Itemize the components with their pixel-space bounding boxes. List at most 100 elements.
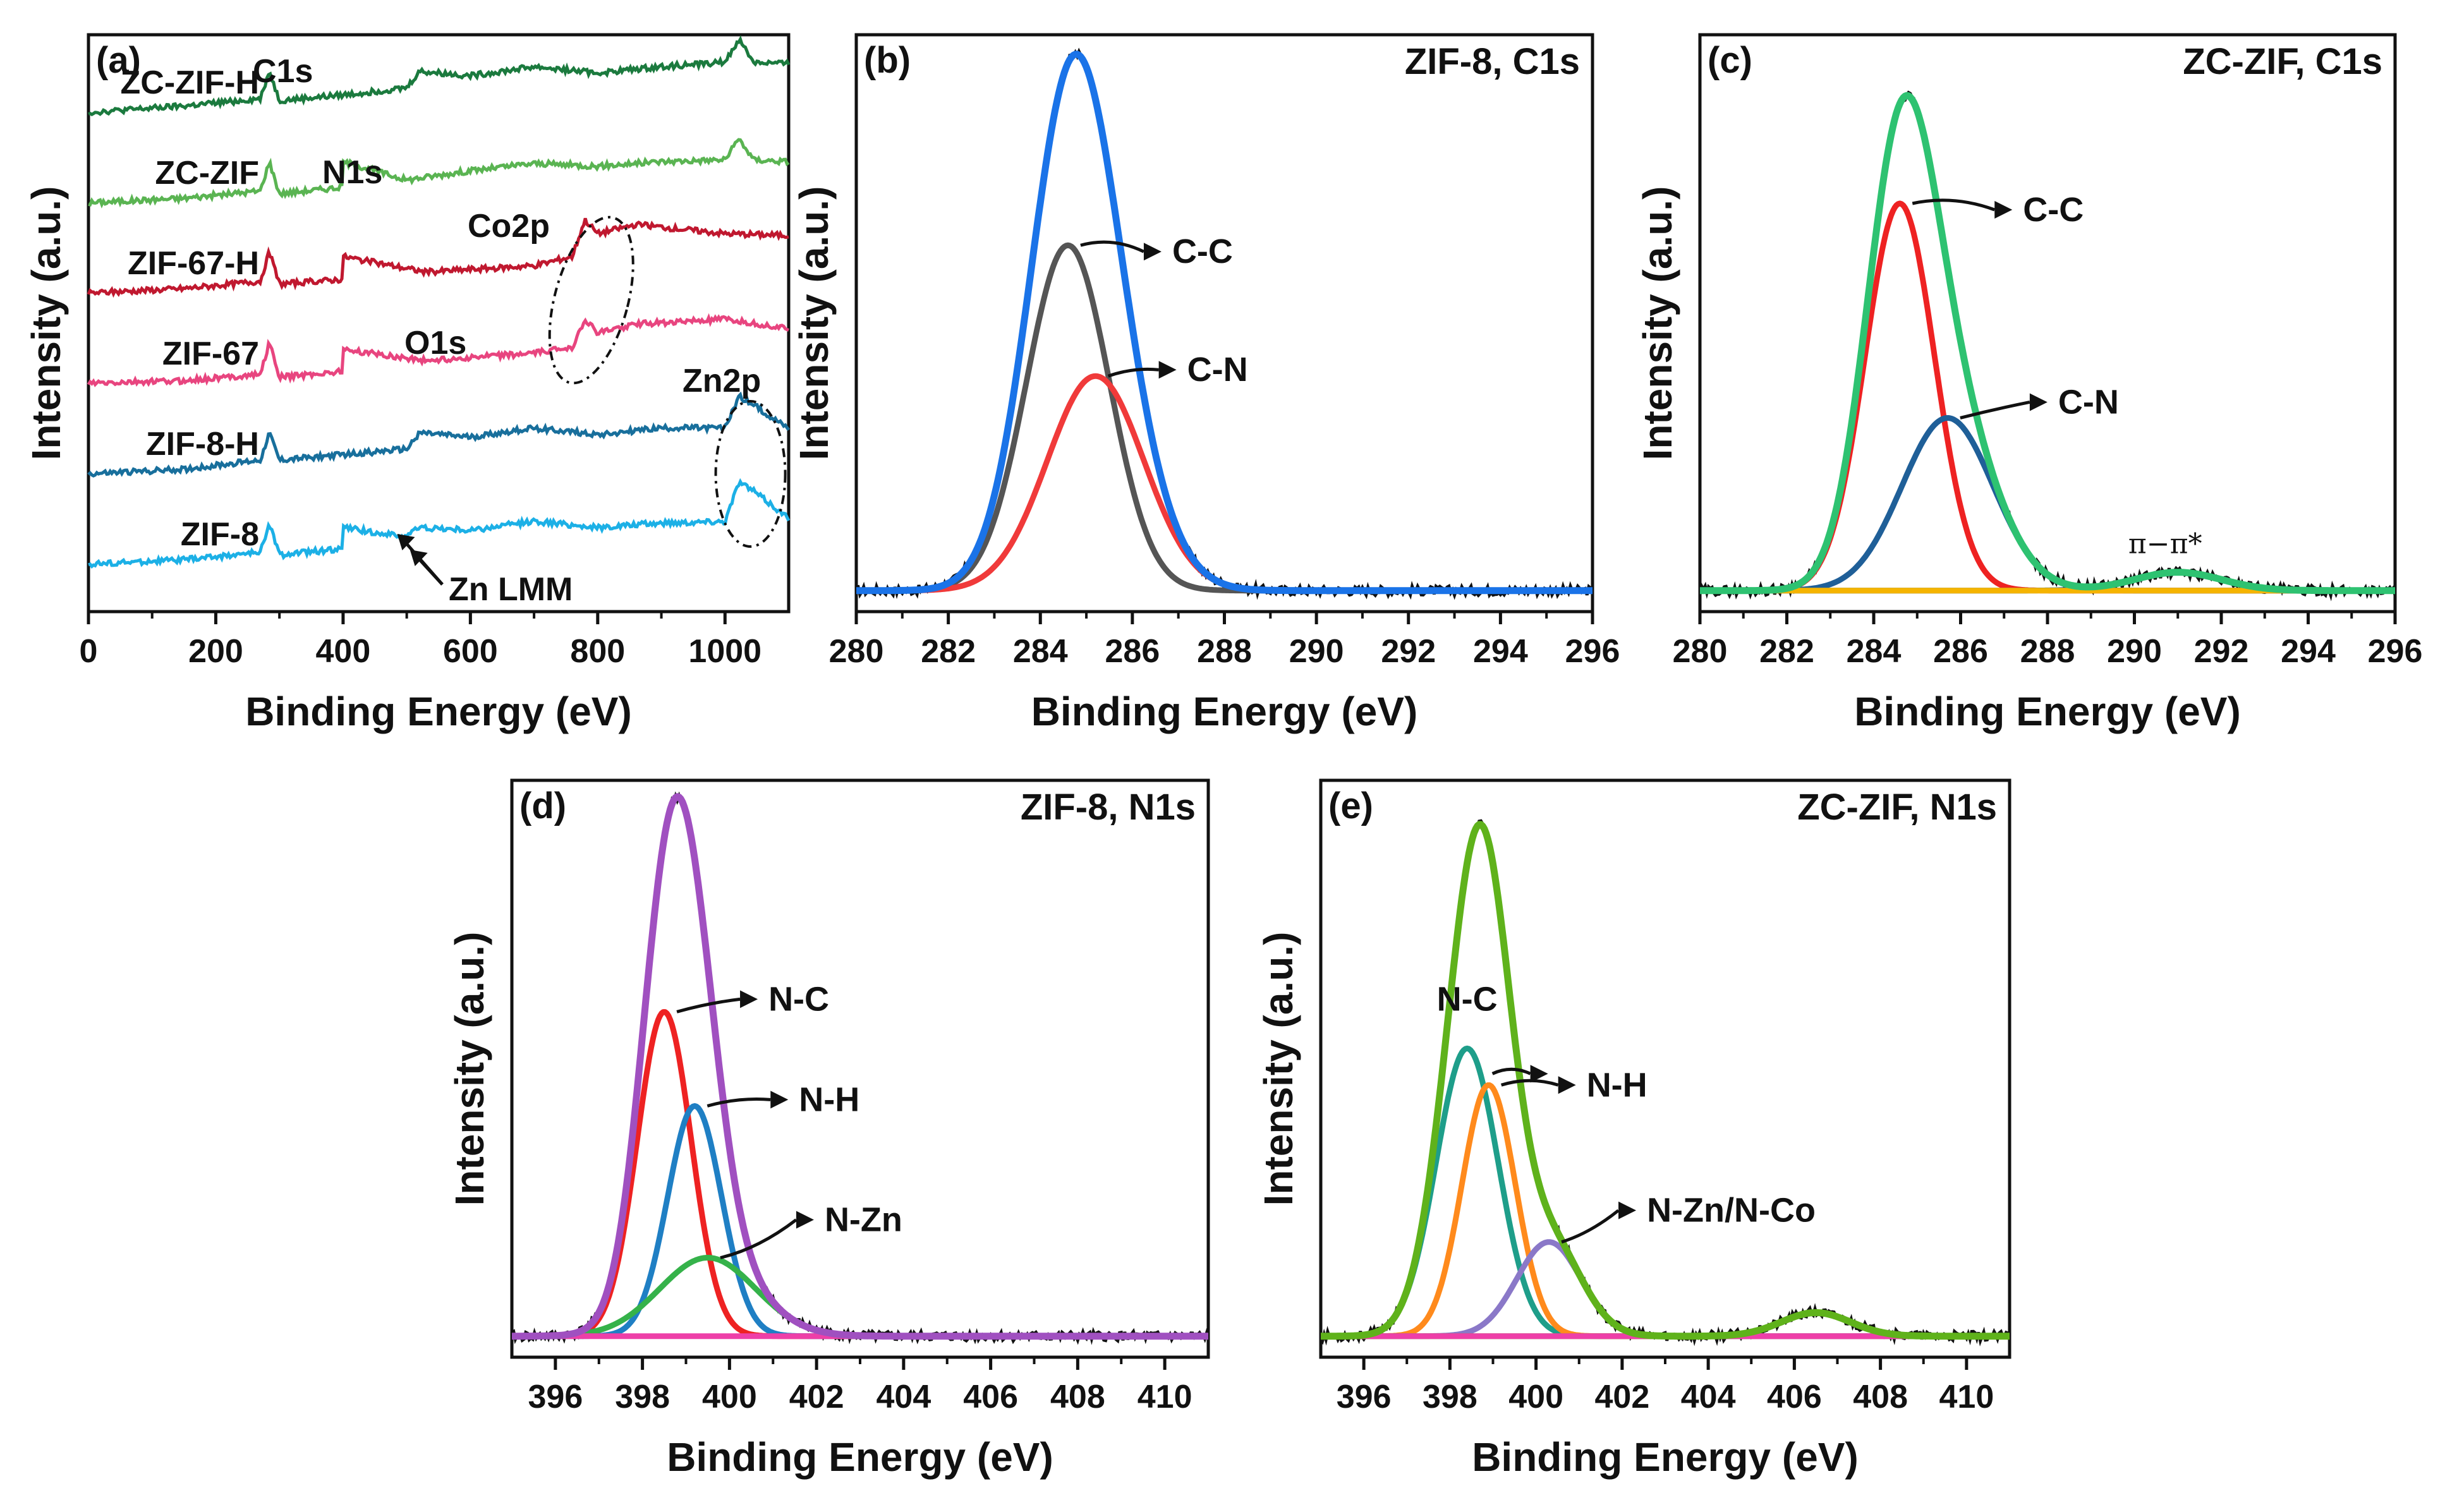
peak-label: C-N: [1187, 351, 1248, 389]
survey-spectrum: [87, 217, 789, 298]
x-tick-label: 404: [876, 1379, 931, 1415]
panel-d: 396 398 400 402 404 406 408 410 Binding Energy (…: [447, 778, 1210, 1480]
x-tick-label: 296: [1565, 633, 1620, 670]
peak-label: N-H: [1587, 1066, 1647, 1104]
x-tick-label: 406: [963, 1379, 1018, 1415]
x-tick-label: 402: [1594, 1379, 1649, 1415]
x-tick-label: 294: [1473, 633, 1528, 670]
x-tick-label: 406: [1767, 1379, 1822, 1415]
x-tick-label: 296: [2368, 633, 2423, 670]
arrow-head: [1618, 1201, 1637, 1219]
label-arrow: [1107, 367, 1159, 378]
x-tick-label: 282: [1759, 633, 1814, 670]
label-arrow: [720, 1218, 798, 1259]
peak-label: C-C: [1172, 233, 1233, 270]
series-label: ZIF-67-H: [128, 245, 259, 282]
label-arrow: [1500, 1079, 1559, 1087]
x-tick-label: 290: [2107, 633, 2162, 670]
survey-spectrum: [88, 478, 791, 569]
panel-label: (c): [1708, 40, 1752, 81]
peak-label: N-C: [768, 980, 829, 1018]
x-tick-label: 396: [1337, 1379, 1392, 1415]
x-tick-label: 284: [1847, 633, 1902, 670]
x-tick-label: 286: [1933, 633, 1988, 670]
x-tick-label: 292: [1381, 633, 1436, 670]
x-tick-label: 286: [1105, 633, 1160, 670]
x-tick-label: 396: [528, 1379, 583, 1415]
peak-annotation: Zn LMM: [449, 571, 573, 608]
x-tick-label: 408: [1050, 1379, 1105, 1415]
peak-label: N-C: [1437, 980, 1498, 1018]
label-arrow: [1080, 240, 1145, 253]
raw-spectrum: [1319, 819, 2011, 1346]
series-c-c: [855, 242, 1594, 594]
x-tick-label: 290: [1289, 633, 1344, 670]
x-tick-label: 0: [80, 633, 98, 670]
survey-spectrum: [87, 313, 789, 387]
peak-label: N-Zn: [825, 1201, 902, 1239]
y-axis-label: Intensity (a.u.): [447, 932, 492, 1206]
arrow-head: [770, 1091, 789, 1109]
x-tick-label: 1000: [688, 633, 761, 670]
survey-spectrum: [88, 138, 790, 209]
x-tick-label: 398: [1423, 1379, 1477, 1415]
arrow-head: [1994, 201, 2013, 219]
series-envelope: [510, 793, 1210, 1340]
panel-title: ZIF-8, N1s: [1021, 787, 1196, 828]
x-axis-label: Binding Energy (eV): [667, 1434, 1053, 1480]
peak-label: N-H: [799, 1080, 859, 1118]
peak-annotation: N1s: [322, 154, 382, 191]
label-arrow: [1561, 1209, 1620, 1244]
y-axis-label: Intensity (a.u.): [791, 186, 837, 461]
x-tick-label: 600: [443, 633, 498, 670]
raw-spectrum: [856, 47, 1594, 600]
panel-c: 280 282 284 286 288 290 292 294 296 Binding Energ…: [1635, 33, 2423, 734]
arrow-head: [1158, 361, 1177, 379]
plot-frame-c: [1698, 33, 2397, 614]
peak-annotation: Co2p: [468, 208, 550, 245]
x-axis-label: Binding Energy (eV): [1472, 1434, 1859, 1480]
x-tick-label: 288: [1197, 633, 1252, 670]
co2p-highlight: [548, 215, 634, 385]
panel-title: ZC-ZIF, C1s: [2183, 41, 2382, 82]
series-c-c: [1699, 200, 2396, 594]
x-tick-label: 280: [829, 633, 884, 670]
x-tick-label: 408: [1853, 1379, 1908, 1415]
panel-e: 396 398 400 402 404 406 408 410 Binding Energy (…: [1256, 778, 2011, 1480]
y-axis-label: Intensity (a.u.): [1256, 932, 1301, 1206]
series-label: ZC-ZIF: [155, 155, 259, 191]
series-envelope: [854, 51, 1594, 595]
panel-label: (b): [864, 40, 911, 81]
series-label: ZIF-67: [162, 336, 259, 372]
series-label: ZIF-8-H: [146, 426, 259, 463]
panel-label: (a): [96, 40, 141, 81]
label-arrow: [707, 1098, 771, 1108]
panel-label: (d): [519, 785, 566, 826]
series-c-n: [855, 373, 1594, 594]
plot-frame-a: [87, 33, 791, 614]
arrow-head: [1530, 1065, 1548, 1083]
panel-b: 280 282 284 286 288 290 292 294 296 Binding Energ…: [791, 33, 1620, 734]
x-axis-label: Binding Energy (eV): [245, 689, 632, 734]
x-tick-label: 400: [316, 633, 371, 670]
x-tick-label: 400: [702, 1379, 757, 1415]
x-tick-label: 402: [789, 1379, 844, 1415]
peak-annotation: Zn2p: [683, 363, 761, 399]
y-axis-label: Intensity (a.u.): [1635, 186, 1680, 461]
peak-label: N-Zn/N-Co: [1647, 1192, 1816, 1230]
panel-label: (e): [1328, 785, 1373, 826]
zn2p-highlight: [714, 400, 787, 548]
x-axis-label: Binding Energy (eV): [1031, 689, 1418, 734]
peak-annotation: C1s: [253, 53, 313, 90]
y-axis-label: Intensity (a.u.): [23, 186, 69, 461]
panel-title: ZC-ZIF, N1s: [1797, 787, 1997, 828]
series-label: ZIF-8: [181, 516, 259, 553]
arrow-head: [1558, 1076, 1576, 1094]
x-tick-label: 282: [921, 633, 976, 670]
zn-lmm-arrow: [415, 555, 444, 586]
series-envelope: [1319, 821, 2011, 1340]
peak-label: C-C: [2023, 191, 2084, 229]
arrow-head: [1143, 243, 1162, 261]
x-tick-label: 288: [2020, 633, 2075, 670]
